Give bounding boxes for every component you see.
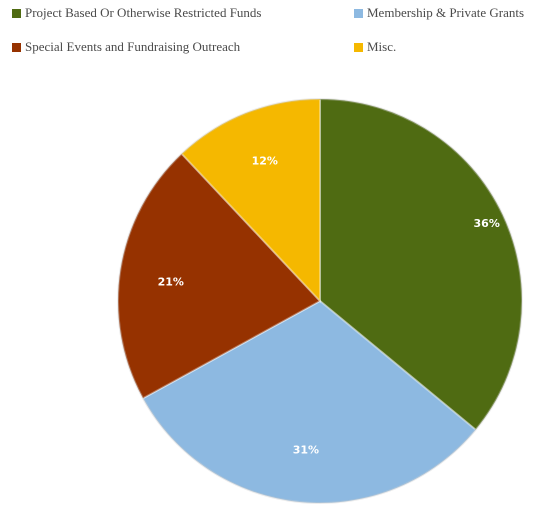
pie-slice-misc (180, 97, 321, 304)
legend-swatch-project-based (12, 8, 21, 18)
pie-slices (117, 97, 523, 504)
pie-slice-membership (141, 299, 478, 504)
pie-slice-project-based (319, 97, 523, 432)
legend-item-project-based: Project Based Or Otherwise Restricted Fu… (12, 5, 261, 21)
legend-item-membership: Membership & Private Grants (354, 5, 524, 21)
pie-label-project-based: 36% (474, 217, 500, 230)
legend-label-misc: Misc. (367, 39, 397, 54)
pie-label-membership: 31% (293, 443, 319, 456)
legend: Project Based Or Otherwise Restricted Fu… (0, 0, 556, 70)
legend-label-project-based: Project Based Or Otherwise Restricted Fu… (25, 5, 262, 20)
legend-swatch-misc (354, 42, 363, 52)
pie-label-special-events: 21% (158, 276, 184, 289)
legend-item-misc: Misc. (354, 39, 396, 55)
pie-labels: 36% 31% 21% 12% (158, 155, 500, 457)
legend-swatch-special-events (12, 42, 21, 52)
legend-swatch-membership (354, 8, 363, 18)
pie-rim (117, 98, 523, 504)
legend-label-membership: Membership & Private Grants (367, 5, 525, 20)
legend-item-special-events: Special Events and Fundraising Outreach (12, 39, 240, 55)
legend-label-special-events: Special Events and Fundraising Outreach (25, 39, 241, 54)
pie-slice-special-events (117, 152, 322, 400)
pie-label-misc: 12% (252, 155, 278, 168)
